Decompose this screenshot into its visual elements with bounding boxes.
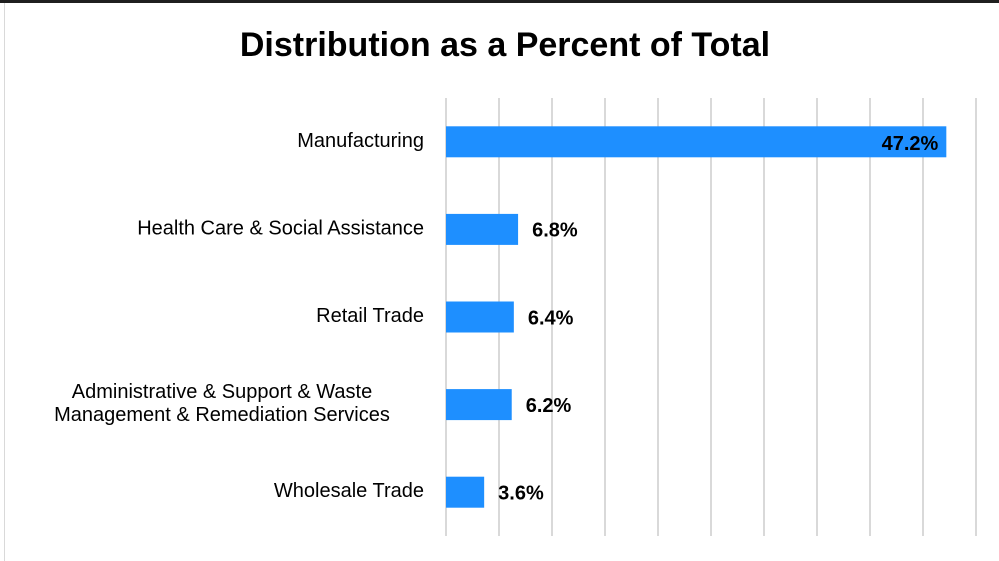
category-label: Administrative & Support & Waste Manageme… xyxy=(54,381,390,426)
category-label: Wholesale Trade xyxy=(274,480,424,502)
top-border xyxy=(0,0,999,3)
category-label: Manufacturing xyxy=(297,130,424,152)
bar xyxy=(446,301,514,333)
bar xyxy=(446,213,519,245)
bar xyxy=(446,389,512,421)
bar xyxy=(446,126,947,158)
chart-title: Distribution as a Percent of Total xyxy=(239,26,771,64)
gridlines xyxy=(445,98,977,536)
bar xyxy=(446,476,485,508)
value-label: 47.2% xyxy=(882,133,939,155)
value-label: 6.2% xyxy=(526,395,572,417)
bars xyxy=(446,126,947,508)
category-label: Health Care & Social Assistance xyxy=(137,218,424,240)
value-label: 6.4% xyxy=(528,307,574,329)
value-label: 3.6% xyxy=(498,482,544,504)
category-label: Retail Trade xyxy=(316,305,424,327)
category-labels: Manufacturing Health Care & Social Assist… xyxy=(54,130,424,502)
value-labels: 47.2% 6.8% 6.4% 6.2% 3.6% xyxy=(498,133,938,504)
value-label: 6.8% xyxy=(532,220,578,242)
left-border xyxy=(4,3,5,561)
